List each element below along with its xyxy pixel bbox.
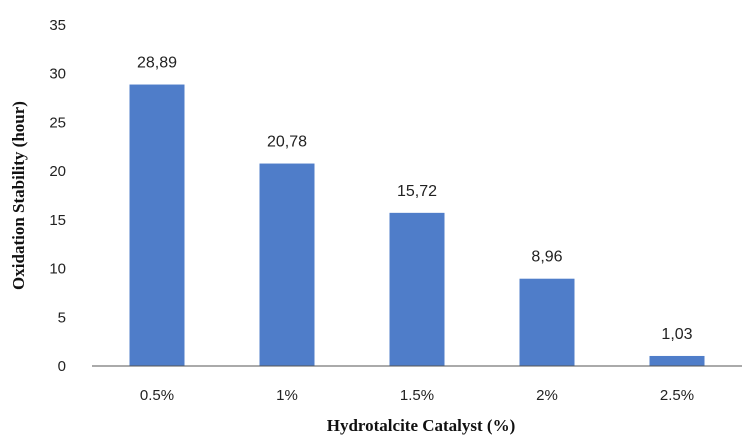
x-axis-ticks: 0.5% 1% 1.5% 2% 2.5%	[140, 387, 694, 404]
y-tick-label: 5	[58, 309, 66, 326]
y-tick-label: 35	[49, 17, 66, 34]
x-tick-label: 2.5%	[660, 387, 694, 404]
x-tick-label: 0.5%	[140, 387, 174, 404]
data-label: 20,78	[267, 134, 307, 151]
y-tick-label: 20	[49, 163, 66, 180]
bar	[259, 163, 315, 366]
x-tick-label: 1.5%	[400, 387, 434, 404]
y-axis-ticks: 0 5 10 15 20 25 30 35	[49, 17, 66, 375]
x-tick-label: 2%	[536, 387, 558, 404]
data-label: 28,89	[137, 55, 177, 72]
y-tick-label: 30	[49, 66, 66, 83]
data-label: 8,96	[531, 249, 562, 266]
bar	[519, 278, 575, 366]
data-label: 1,03	[661, 326, 692, 343]
bar	[389, 212, 445, 366]
bar	[129, 84, 185, 366]
data-labels: 28,89 20,78 15,72 8,96 1,03	[137, 55, 693, 343]
data-label: 15,72	[397, 183, 437, 200]
y-tick-label: 0	[58, 358, 66, 375]
y-tick-label: 25	[49, 114, 66, 131]
bars	[129, 84, 705, 366]
bar	[649, 355, 705, 366]
y-axis-title: Oxidation Stability (hour)	[9, 101, 28, 290]
y-tick-label: 15	[49, 212, 66, 229]
y-tick-label: 10	[49, 261, 66, 278]
x-axis-title: Hydrotalcite Catalyst (%)	[327, 416, 516, 435]
x-tick-label: 1%	[276, 387, 298, 404]
